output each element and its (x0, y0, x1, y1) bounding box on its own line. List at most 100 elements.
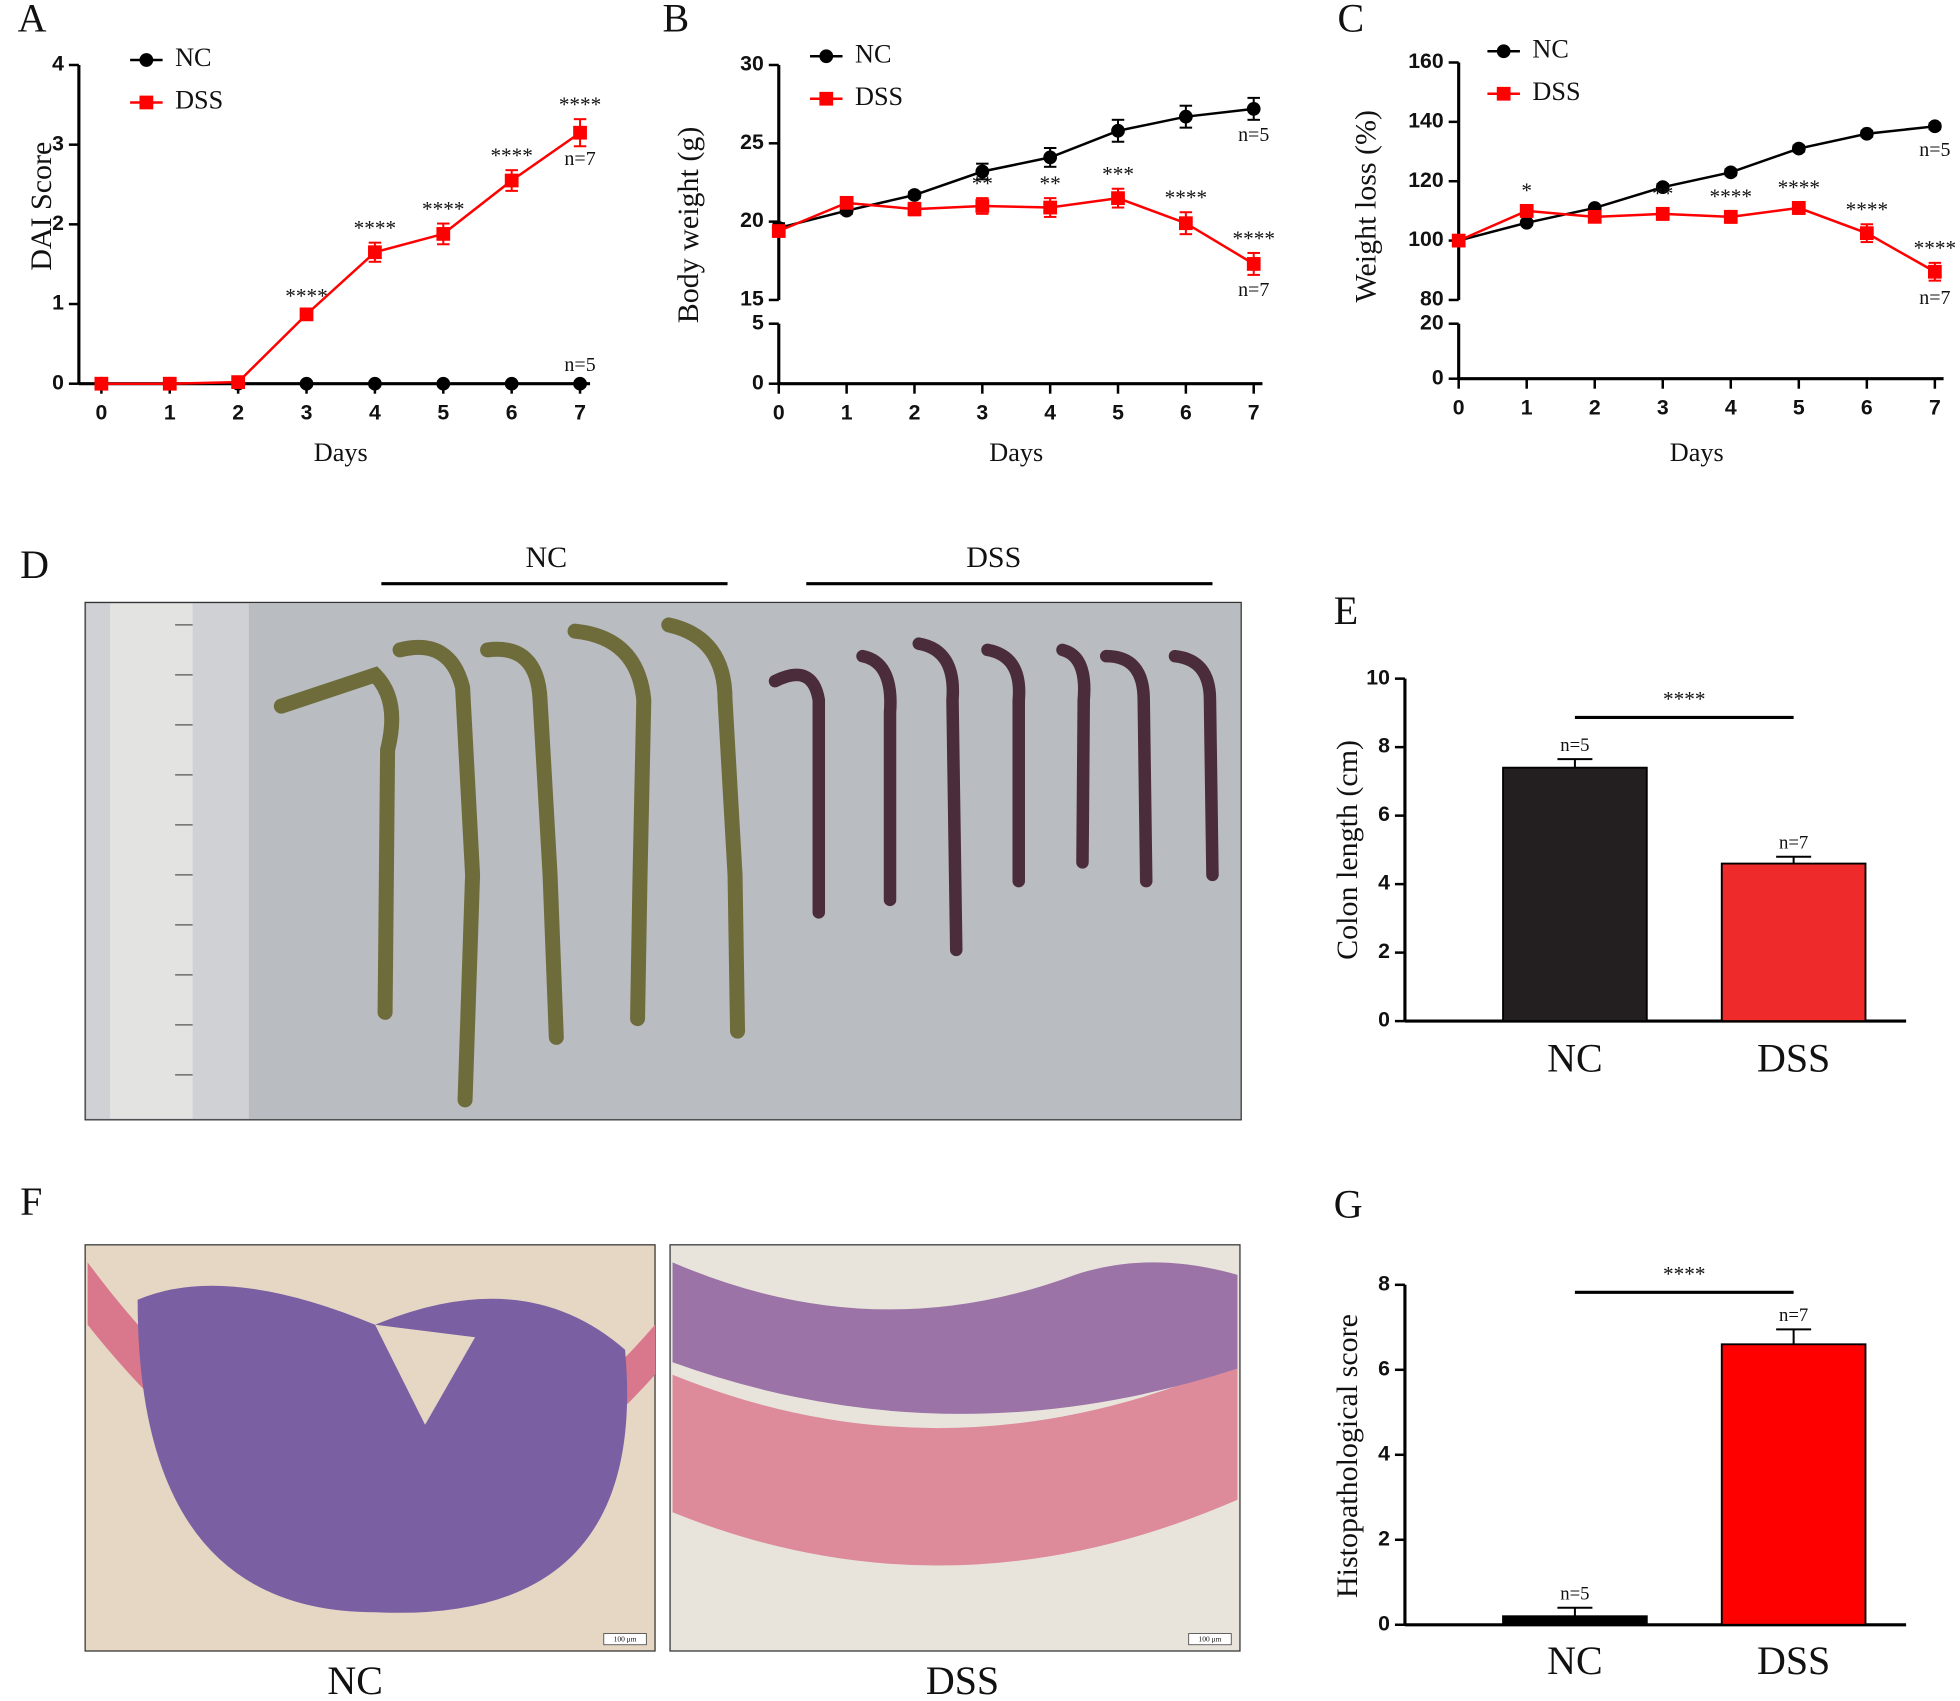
x-tick-label: 0 (95, 400, 107, 424)
y-tick-label: 2 (52, 211, 64, 235)
y-tick-label: 30 (740, 52, 764, 76)
y-tick-label: 4 (1378, 1441, 1390, 1465)
x-tick-label: 2 (909, 400, 921, 424)
n-label: n=7 (1238, 279, 1269, 301)
n-label: n=5 (1560, 735, 1589, 756)
point (975, 199, 990, 213)
legend-marker (1496, 86, 1511, 101)
point (94, 376, 109, 391)
y-tick-label: 80 (1420, 287, 1444, 311)
significance-label: **** (1914, 236, 1956, 260)
x-axis-title: Days (1670, 438, 1724, 467)
y-tick-label: 1 (52, 291, 64, 315)
point (1859, 126, 1874, 141)
x-tick-label: 1 (164, 400, 176, 424)
category-label: NC (1547, 1036, 1603, 1081)
x-tick-label: 6 (506, 400, 518, 424)
significance-label: *** (1102, 162, 1134, 186)
y-axis-title: DAI Score (25, 142, 58, 271)
panel-letter: D (20, 542, 49, 587)
panel-letter: F (20, 1179, 42, 1224)
y-tick-label: 6 (1378, 802, 1390, 826)
significance-label: **** (1232, 226, 1274, 250)
legend-label: DSS (1532, 77, 1580, 106)
x-tick-label: 5 (1112, 400, 1124, 424)
panel-letter: G (1334, 1182, 1363, 1227)
x-tick-label: 4 (1725, 395, 1737, 419)
n-label: n=5 (1560, 1584, 1589, 1605)
category-label: DSS (1757, 1036, 1830, 1081)
group-label: NC (525, 541, 567, 574)
x-tick-label: 6 (1180, 400, 1192, 424)
legend-label: DSS (175, 86, 223, 115)
y-axis-title: Colon length (cm) (1331, 740, 1364, 960)
panel-letter: B (663, 0, 690, 41)
x-tick-label: 7 (1929, 395, 1941, 419)
y-tick-label: 160 (1408, 49, 1443, 73)
point (1519, 215, 1534, 230)
y-tick-label: 4 (52, 52, 64, 76)
point (1791, 201, 1806, 215)
point (1519, 204, 1534, 218)
y-tick-label: 8 (1378, 1271, 1390, 1295)
n-label: n=5 (564, 354, 595, 376)
point (436, 376, 451, 391)
histology-image: 100 μm (669, 1244, 1241, 1652)
y-tick-label: 0 (1378, 1611, 1390, 1635)
y-axis-title: Body weight (g) (672, 127, 705, 324)
bar (1720, 1343, 1867, 1626)
significance-label: **** (1710, 184, 1752, 208)
point (1043, 150, 1058, 165)
x-axis-title: Days (989, 438, 1043, 467)
point (504, 376, 519, 391)
point (1655, 207, 1670, 221)
y-tick-label: 3 (52, 131, 64, 155)
significance-label: **** (1846, 198, 1888, 222)
x-tick-label: 7 (574, 400, 586, 424)
significance-label: **** (422, 197, 464, 221)
point (573, 125, 587, 140)
x-tick-label: 2 (1589, 395, 1601, 419)
x-tick-label: 1 (841, 400, 853, 424)
point (1178, 109, 1193, 124)
x-tick-label: 4 (1044, 400, 1056, 424)
x-axis-title: Days (314, 438, 368, 467)
point (907, 202, 922, 216)
legend-marker (139, 95, 154, 110)
significance-label: **** (490, 144, 532, 168)
point (771, 224, 786, 238)
significance-label: **** (1663, 1262, 1705, 1286)
point (1178, 216, 1193, 231)
y-tick-label: 20 (1420, 310, 1444, 334)
y-tick-label: 100 (1408, 227, 1443, 251)
image-label: DSS (926, 1658, 999, 1701)
point (368, 376, 382, 391)
point (1927, 264, 1942, 279)
legend-marker (139, 53, 154, 67)
point (573, 376, 587, 391)
point (162, 376, 177, 391)
legend-label: NC (855, 39, 891, 68)
point (1111, 191, 1125, 206)
x-tick-label: 5 (1793, 395, 1805, 419)
point (1043, 200, 1058, 215)
n-label: n=7 (564, 148, 595, 170)
panel-letter: C (1337, 0, 1364, 41)
significance-label: **** (1663, 687, 1705, 711)
point (1791, 141, 1806, 156)
y-tick-label: 4 (1378, 871, 1390, 895)
legend-label: NC (175, 43, 211, 72)
bar (1720, 862, 1867, 1023)
point (231, 375, 246, 389)
y-tick-label: 10 (1366, 665, 1390, 689)
category-label: DSS (1757, 1638, 1830, 1683)
significance-label: ** (1040, 172, 1061, 196)
x-tick-label: 0 (1453, 395, 1465, 419)
image-label: NC (327, 1658, 383, 1701)
point (1859, 226, 1874, 241)
series-line (1458, 125, 1935, 242)
y-tick-label: 25 (740, 130, 764, 154)
x-tick-label: 3 (976, 400, 988, 424)
point (368, 245, 382, 260)
y-axis-title: Weight loss (%) (1350, 110, 1383, 302)
